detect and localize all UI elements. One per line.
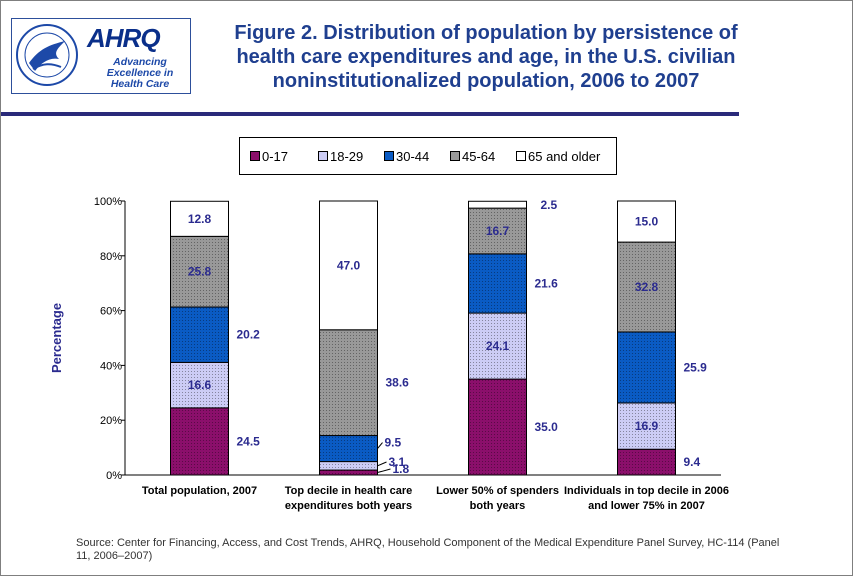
bar-segment (170, 407, 229, 476)
bar-segment (170, 200, 229, 237)
tagline-line: Advancing (113, 56, 167, 68)
x-category-label: both years (470, 500, 526, 512)
legend-label: 45-64 (462, 149, 496, 164)
data-label: 24.1 (486, 339, 510, 353)
bar-segment (468, 378, 527, 476)
legend-swatch (250, 151, 260, 161)
leader-line (377, 468, 391, 474)
data-label: 12.8 (188, 212, 212, 226)
data-label: 3.1 (389, 455, 406, 469)
legend-label: 65 and older (528, 149, 601, 164)
data-label: 35.0 (535, 420, 559, 434)
bar-segment (468, 200, 527, 209)
bar-stack (468, 200, 527, 476)
title-line: Figure 2. Distribution of population by … (234, 22, 738, 44)
x-category-label: and lower 75% in 2007 (588, 500, 705, 512)
data-label: 25.9 (684, 360, 708, 374)
legend-item: 0-17 (250, 149, 289, 164)
title-line: health care expenditures and age, in the… (236, 46, 736, 68)
bar-segment (319, 435, 378, 463)
data-label: 20.2 (237, 328, 261, 342)
bar-segment (617, 241, 676, 333)
bar-segment (170, 306, 229, 363)
data-label: 47.0 (337, 258, 361, 272)
bar-segment (468, 312, 527, 380)
legend-swatch (516, 151, 526, 161)
y-tick-label: 80% (100, 251, 122, 263)
data-label: 32.8 (635, 280, 659, 294)
legend-item: 65 and older (516, 149, 601, 164)
legend-swatch (318, 151, 328, 161)
bar-segment (468, 253, 527, 314)
bar-segment (319, 461, 378, 471)
bar-segment (319, 200, 378, 331)
leader-line (377, 442, 383, 449)
bar-segment (170, 361, 229, 409)
tagline-line: Health Care (110, 78, 170, 90)
figure-title: Figure 2. Distribution of population by … (206, 21, 766, 93)
data-label: 15.0 (635, 215, 659, 229)
bar-segment (617, 200, 676, 243)
data-label: 9.4 (684, 455, 701, 469)
bar-segment (170, 235, 229, 308)
legend-label: 0-17 (262, 149, 289, 164)
bar-segment (617, 402, 676, 450)
data-label: 1.8 (393, 462, 410, 476)
x-category-label: expenditures both years (285, 500, 412, 512)
x-category-label: Top decile in health care (285, 485, 413, 497)
data-label: 2.5 (541, 198, 558, 212)
legend-item: 30-44 (384, 149, 430, 164)
ahrq-wordmark: AHRQ (87, 23, 161, 53)
legend-item: 45-64 (450, 149, 496, 164)
title-line: noninstitutionalized population, 2006 to… (272, 70, 700, 92)
source-note: Source: Center for Financing, Access, an… (76, 537, 780, 562)
legend-swatch (384, 151, 394, 161)
data-label: 21.6 (535, 276, 559, 290)
data-label: 16.9 (635, 419, 659, 433)
title-divider (1, 112, 739, 116)
y-tick-label: 20% (100, 415, 122, 427)
legend-swatch (450, 151, 460, 161)
ahrq-tagline: Advancing Excellence in Health Care (93, 57, 187, 90)
y-tick-label: 100% (94, 196, 122, 208)
data-label: 24.5 (237, 434, 261, 448)
bar-segment (617, 331, 676, 404)
tagline-line: Excellence in (106, 67, 174, 79)
data-label: 16.7 (486, 224, 510, 238)
leader-line (377, 461, 387, 467)
hhs-seal-icon (13, 19, 81, 91)
x-category-label: Total population, 2007 (142, 485, 257, 497)
bar-stack (319, 200, 378, 476)
x-category-label: Individuals in top decile in 2006 (564, 485, 729, 497)
data-label: 25.8 (188, 265, 212, 279)
bar-segment (319, 469, 378, 476)
bar-segment (617, 448, 676, 476)
data-label: 9.5 (385, 436, 402, 450)
data-label: 38.6 (386, 376, 410, 390)
bar-segment (468, 207, 527, 255)
data-label: 16.6 (188, 378, 212, 392)
legend-item: 18-29 (318, 149, 364, 164)
bar-stack (170, 200, 229, 476)
legend-label: 30-44 (396, 149, 430, 164)
legend-label: 18-29 (330, 149, 364, 164)
bar-stack (617, 200, 676, 476)
y-axis-label: Percentage (49, 303, 64, 373)
chart-legend: 0-17 18-29 30-44 45-64 65 and older (239, 137, 617, 175)
bar-segment (319, 329, 378, 437)
y-tick-label: 40% (100, 360, 122, 372)
y-tick-label: 0% (106, 470, 122, 482)
y-tick-label: 60% (100, 306, 122, 318)
x-category-label: Lower 50% of spenders (436, 485, 559, 497)
